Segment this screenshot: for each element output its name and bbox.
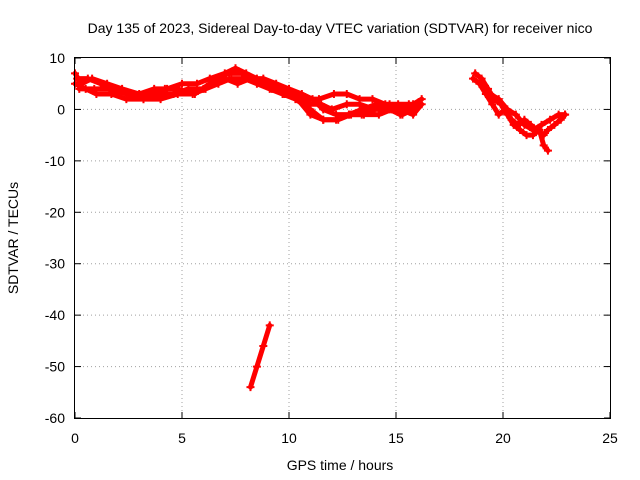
- data-point: [233, 79, 242, 88]
- data-point: [355, 95, 364, 104]
- x-tick-label: 15: [388, 430, 404, 446]
- data-point: [344, 110, 353, 119]
- y-tick-label: -30: [45, 256, 65, 272]
- data-point: [469, 74, 478, 83]
- data-point: [173, 90, 182, 98]
- data-point: [342, 90, 351, 98]
- data-point: [190, 90, 199, 98]
- data-point: [220, 74, 229, 83]
- data-point: [90, 84, 99, 93]
- data-point: [96, 79, 105, 88]
- y-axis-label: SDTVAR / TECUs: [5, 182, 21, 294]
- data-point: [404, 100, 413, 109]
- data-point: [306, 110, 315, 119]
- data-point: [122, 90, 131, 98]
- data-point: [396, 105, 405, 114]
- data-point: [332, 115, 341, 124]
- data-point: [503, 105, 512, 114]
- data-point: [237, 69, 246, 78]
- data-point: [160, 84, 169, 93]
- x-tick-label: 0: [71, 430, 79, 446]
- x-axis-label: GPS time / hours: [287, 457, 394, 473]
- data-point: [75, 84, 84, 93]
- data-point: [543, 126, 552, 134]
- data-point: [509, 120, 518, 129]
- data-point: [543, 146, 552, 155]
- y-tick-label: 10: [49, 50, 65, 66]
- data-point: [261, 79, 270, 88]
- data-point: [370, 105, 379, 114]
- series-line-track-h: [487, 91, 568, 133]
- data-point: [494, 95, 503, 104]
- y-tick-label: -40: [45, 307, 65, 323]
- data-point: [539, 141, 548, 150]
- data-point: [302, 95, 311, 104]
- y-tick-label: -10: [45, 153, 65, 169]
- data-point: [383, 105, 392, 114]
- data-point: [83, 74, 92, 83]
- series-layer: [71, 64, 570, 392]
- grid: [75, 58, 610, 418]
- x-tick-label: 5: [178, 430, 186, 446]
- data-point: [314, 95, 323, 104]
- data-point: [511, 110, 520, 119]
- data-point: [409, 110, 418, 119]
- ticks: 0 5 10 15 20 25 10 0 -10 -20 -30 -40 -50 -60: [45, 50, 618, 446]
- data-point: [259, 342, 268, 350]
- data-point: [368, 95, 377, 104]
- data-point: [520, 120, 529, 129]
- x-tick-label: 20: [495, 430, 511, 446]
- data-point: [546, 115, 555, 124]
- data-point: [280, 90, 289, 98]
- data-point: [293, 95, 302, 104]
- data-point: [329, 90, 338, 98]
- data-point: [105, 84, 114, 93]
- data-point: [156, 95, 165, 104]
- data-point: [494, 110, 503, 119]
- data-point: [486, 90, 495, 98]
- data-point: [561, 110, 570, 119]
- data-point: [488, 100, 497, 109]
- data-point: [342, 100, 351, 109]
- plot-frame: [74, 57, 611, 419]
- data-point: [471, 69, 480, 78]
- y-tick-label: -60: [45, 410, 65, 426]
- x-tick-label: 10: [281, 430, 297, 446]
- y-tick-label: -20: [45, 204, 65, 220]
- data-point: [537, 120, 546, 129]
- data-point: [417, 100, 426, 109]
- data-point: [178, 79, 186, 88]
- data-point: [246, 74, 255, 83]
- data-point: [516, 126, 525, 134]
- data-point: [205, 79, 214, 88]
- data-point: [265, 321, 274, 330]
- y-tick-label: -50: [45, 359, 65, 375]
- data-point: [528, 126, 537, 134]
- chart-title: Day 135 of 2023, Sidereal Day-to-day VTE…: [88, 20, 593, 36]
- data-point: [252, 362, 261, 371]
- data-point: [319, 105, 328, 114]
- data-point: [550, 120, 559, 129]
- data-point: [246, 383, 255, 392]
- y-tick-label: 0: [57, 101, 65, 117]
- data-point: [477, 74, 486, 83]
- series-line-track-i: [248, 322, 273, 390]
- data-point: [357, 110, 366, 119]
- data-point: [374, 110, 383, 119]
- data-point: [267, 84, 276, 93]
- data-point: [225, 69, 234, 78]
- data-point: [319, 115, 328, 124]
- data-point: [192, 79, 201, 88]
- data-point: [484, 84, 493, 93]
- x-tick-label: 25: [602, 430, 618, 446]
- data-point: [139, 95, 148, 104]
